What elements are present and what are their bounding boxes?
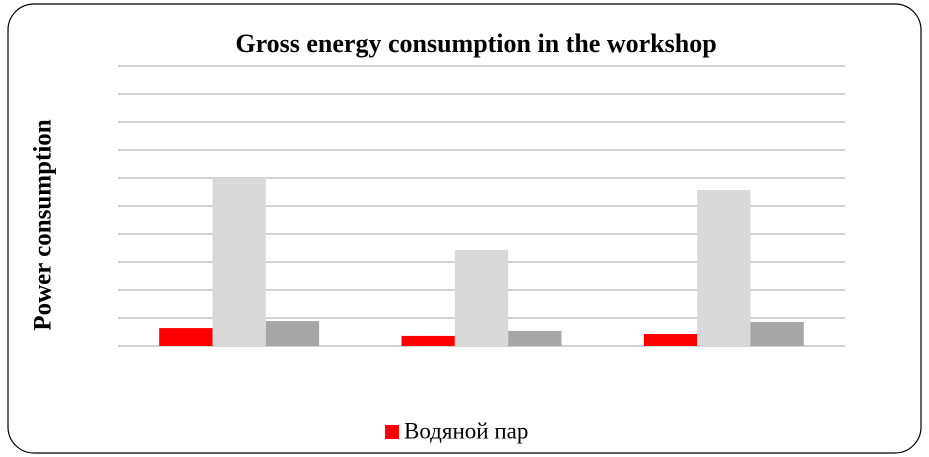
bar bbox=[508, 330, 562, 346]
bar bbox=[643, 333, 698, 346]
legend-swatch bbox=[385, 425, 399, 439]
chart-title: Gross energy consumption in the workshop bbox=[235, 29, 716, 58]
bar bbox=[454, 249, 509, 346]
bar bbox=[750, 321, 804, 346]
legend-label: Водяной пар bbox=[404, 418, 528, 443]
bar bbox=[697, 190, 751, 346]
bar bbox=[265, 321, 320, 346]
y-axis-label: Power consumption bbox=[30, 119, 57, 330]
bar bbox=[401, 335, 455, 346]
bar bbox=[212, 178, 266, 346]
bar bbox=[159, 328, 213, 346]
chart-border bbox=[7, 3, 922, 454]
